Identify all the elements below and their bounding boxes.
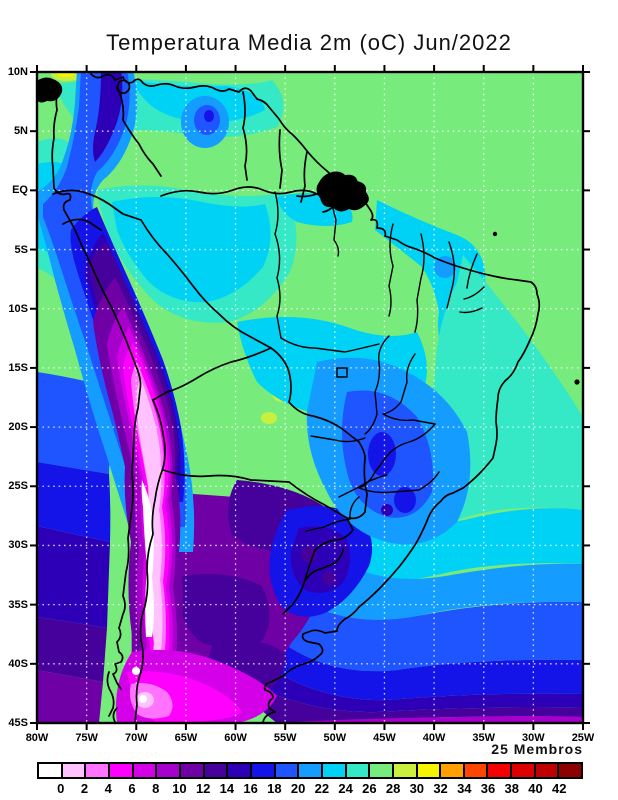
- lat-label-35S: 35S: [8, 598, 28, 611]
- panama-land: [37, 77, 63, 103]
- lon-label-30W: 30W: [522, 732, 545, 744]
- border-bolivia-paraguay-argentina: [162, 457, 368, 520]
- colorbar-cell-12: [320, 762, 347, 779]
- coastline-east: [90, 73, 541, 723]
- country-and-state-borders: [37, 73, 580, 723]
- lon-label-25W: 25W: [571, 732, 595, 744]
- colorbar-cell-16: [415, 762, 442, 779]
- colorbar-label-34: 34: [457, 781, 472, 796]
- colorbar-cell-14: [368, 762, 394, 779]
- colorbar-label-20: 20: [290, 781, 306, 796]
- colorbar-cell-3: [107, 762, 134, 779]
- lon-label-50W: 50W: [323, 732, 347, 744]
- colorbar-label-18: 18: [267, 781, 282, 796]
- colorbar-cell-21: [533, 762, 560, 779]
- lat-label-EQ: EQ: [12, 184, 28, 197]
- colorbar-cell-13: [344, 762, 371, 779]
- amazon-river-channels: [296, 191, 338, 213]
- lon-label-60W: 60W: [224, 732, 247, 744]
- coastline-west: [51, 85, 142, 690]
- colorbar-label-2: 2: [80, 781, 89, 796]
- border-guianas: [242, 91, 308, 203]
- lat-label-30S: 30S: [8, 539, 28, 552]
- lat-label-25S: 25S: [8, 480, 28, 493]
- lon-label-80W: 80W: [25, 732, 49, 744]
- colorbar-label-16: 16: [243, 781, 258, 796]
- colorbar-cell-10: [273, 762, 300, 779]
- border-colombia-ecuador-peru: [52, 189, 142, 231]
- colorbar-cell-17: [439, 762, 465, 779]
- lat-label-10S: 10S: [8, 302, 28, 315]
- colorbar-label-28: 28: [385, 781, 401, 796]
- colorbar-cell-22: [557, 762, 584, 779]
- colorbar-cell-4: [131, 762, 158, 779]
- lat-label-40S: 40S: [8, 657, 28, 670]
- lat-label-20S: 20S: [8, 421, 28, 434]
- temperature-field-layer: [37, 72, 583, 723]
- lon-label-65W: 65W: [174, 732, 198, 744]
- colorbar-cell-2: [84, 762, 110, 779]
- colorbar-cell-18: [462, 762, 489, 779]
- island-dot-abrolhos: [574, 379, 580, 385]
- map-frame: [35, 70, 585, 725]
- chart-title: Temperatura Media 2m (oC) Jun/2022: [106, 30, 512, 55]
- lon-label-70W: 70W: [124, 732, 148, 744]
- colorbar-label-36: 36: [480, 781, 496, 796]
- colorbar-cell-20: [510, 762, 536, 779]
- border-peru-brazil: [140, 219, 272, 349]
- colorbar-cell-5: [155, 762, 181, 779]
- colorbar-label-14: 14: [219, 781, 235, 796]
- colorbar-cell-9: [249, 762, 276, 779]
- lat-label-5S: 5S: [14, 243, 28, 256]
- colorbar-label-4: 4: [104, 781, 112, 796]
- island-dot-noronha: [492, 231, 498, 237]
- colorbar-cell-11: [297, 762, 323, 779]
- border-argentina-uruguay-brazil: [282, 517, 354, 615]
- brazil-state-borders: [274, 179, 485, 532]
- colorbar-label-40: 40: [528, 781, 543, 796]
- border-venezuela-colombia: [116, 85, 162, 177]
- colorbar-label-26: 26: [362, 781, 377, 796]
- temperature-colorbar: [37, 762, 584, 779]
- colorbar-label-8: 8: [152, 781, 160, 796]
- lat-label-5N: 5N: [13, 125, 28, 138]
- colorbar-cell-1: [60, 762, 87, 779]
- chiloe-islands: [106, 671, 118, 723]
- graticule-dotted-grid: [37, 72, 583, 723]
- lat-label-15S: 15S: [8, 361, 28, 374]
- lat-label-10N: 10N: [7, 66, 28, 78]
- colorbar-label-0: 0: [57, 781, 65, 796]
- border-bolivia-brazil: [270, 347, 366, 459]
- colorbar-label-32: 32: [433, 781, 448, 796]
- colorbar-label-10: 10: [172, 781, 187, 796]
- colorbar-label-30: 30: [409, 781, 425, 796]
- border-peru-bolivia: [152, 347, 272, 401]
- colorbar-cell-6: [178, 762, 205, 779]
- lat-label-45S: 45S: [8, 717, 28, 729]
- lon-label-35W: 35W: [472, 732, 496, 744]
- axis-ticks: [30, 65, 590, 730]
- border-chile-argentina: [134, 399, 166, 723]
- ensemble-members-note: 25 Membros: [491, 741, 583, 757]
- colorbar-label-12: 12: [195, 781, 211, 796]
- amazon-delta: [316, 171, 369, 212]
- lon-label-55W: 55W: [273, 732, 297, 744]
- lon-label-40W: 40W: [422, 732, 446, 744]
- colorbar-label-22: 22: [314, 781, 330, 796]
- colorbar-label-24: 24: [338, 781, 353, 796]
- border-brazil-north: [160, 186, 364, 199]
- colorbar-label-38: 38: [504, 781, 520, 796]
- colorbar-cell-8: [226, 762, 252, 779]
- colorbar-cell-0: [37, 762, 63, 779]
- colorbar-cell-19: [486, 762, 513, 779]
- lon-label-45W: 45W: [373, 732, 396, 744]
- colorbar-label-6: 6: [128, 781, 136, 796]
- colorbar-cell-7: [202, 762, 229, 779]
- colorbar-label-42: 42: [552, 781, 567, 796]
- colorbar-cell-15: [391, 762, 418, 779]
- lon-label-75W: 75W: [75, 732, 98, 744]
